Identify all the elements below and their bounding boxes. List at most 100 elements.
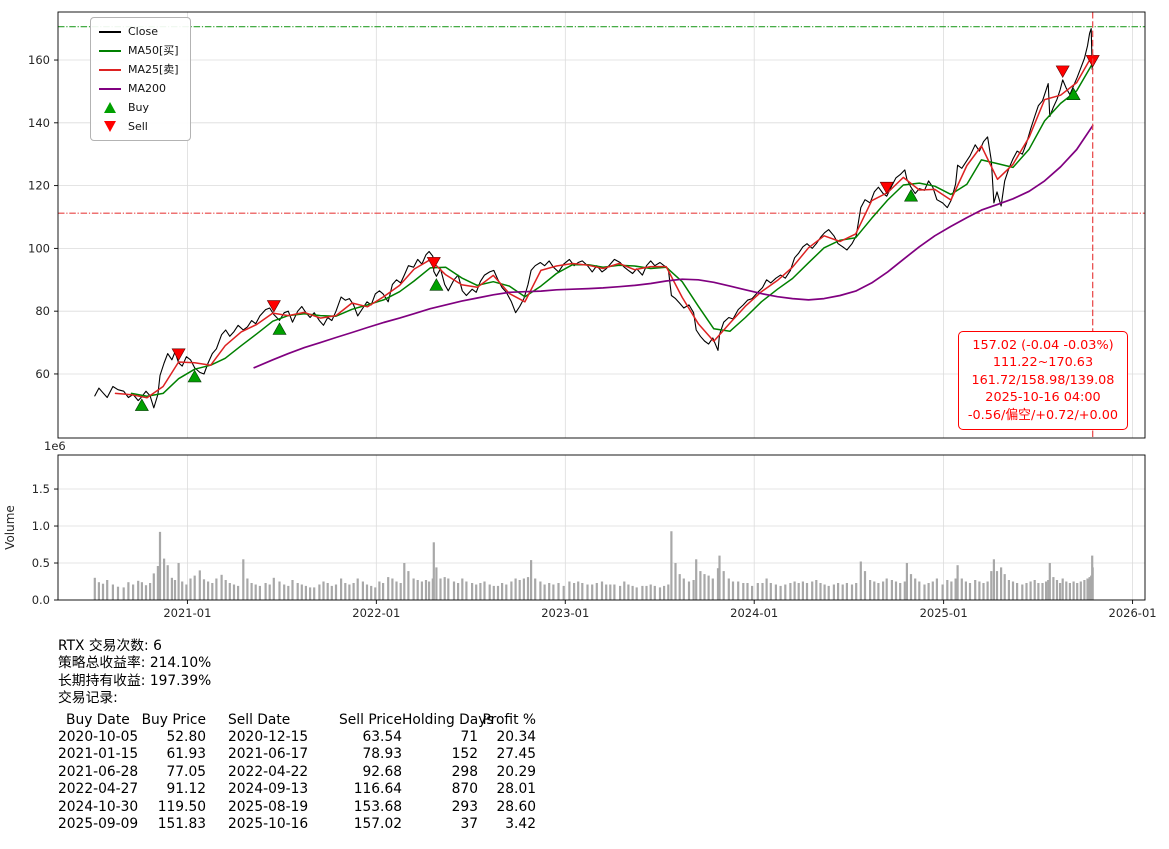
trade-cell: 2021-01-15 — [58, 746, 139, 763]
stat-buyhold-return: 长期持有收益: 197.39% — [58, 672, 212, 689]
trade-cell: 2025-08-19 — [228, 798, 309, 815]
col-header-holding-days: Holding Days — [402, 711, 494, 728]
trade-row: 2021-06-28 77.05 2022-04-22 92.68 298 20.29 — [58, 764, 536, 781]
legend-label-buy: Buy — [128, 101, 150, 114]
legend-item-sell: Sell — [99, 120, 179, 133]
stat-strategy-return: 策略总收益率: 214.10% — [58, 655, 212, 672]
trade-cell: 116.64 — [353, 781, 402, 798]
svg-text:160: 160 — [28, 53, 50, 67]
trade-row: 2024-10-30 119.50 2025-08-19 153.68 293 28.60 — [58, 799, 536, 816]
col-header-sell-date: Sell Date — [228, 711, 291, 728]
svg-text:2024-01: 2024-01 — [730, 606, 778, 620]
legend-label-ma25: MA25[卖] — [128, 63, 179, 76]
trade-cell: 157.02 — [353, 816, 402, 833]
stats-block: RTX 交易次数: 6 策略总收益率: 214.10% 长期持有收益: 197.… — [58, 638, 536, 833]
trades-header-row: Buy Date Buy Price Sell Date Sell Price … — [58, 712, 536, 729]
trade-cell: 92.68 — [362, 763, 403, 780]
trade-cell: 2025-10-16 — [228, 816, 309, 833]
trade-cell: 91.12 — [166, 781, 207, 798]
trade-cell: 20.29 — [496, 763, 537, 780]
trade-cell: 2021-06-17 — [228, 746, 309, 763]
svg-text:100: 100 — [28, 241, 50, 255]
svg-text:1.0: 1.0 — [32, 519, 50, 533]
trade-row: 2022-04-27 91.12 2024-09-13 116.64 870 28.01 — [58, 781, 536, 798]
svg-text:60: 60 — [35, 367, 50, 381]
col-header-buy-price: Buy Price — [141, 711, 206, 728]
legend-item-ma200: MA200 — [99, 82, 179, 95]
stat-trades-title: 交易记录: — [58, 690, 118, 707]
trade-cell: 2022-04-27 — [58, 781, 139, 798]
trade-cell: 2022-04-22 — [228, 763, 309, 780]
trade-row: 2025-09-09 151.83 2025-10-16 157.02 37 3.42 — [58, 816, 536, 833]
legend-item-ma25: MA25[卖] — [99, 63, 179, 76]
trade-cell: 2020-12-15 — [228, 729, 309, 746]
trade-cell: 870 — [451, 781, 478, 798]
trade-cell: 153.68 — [353, 798, 402, 815]
stat-trade-count: RTX 交易次数: 6 — [58, 638, 162, 654]
trade-cell: 78.93 — [362, 746, 403, 763]
legend-item-buy: Buy — [99, 101, 179, 114]
price-volume-chart: 60 80 100 120 140 160 0.0 0.5 1.0 1.5 2021-01 2022-… — [3, 11, 1157, 620]
sell-marker-icon — [99, 121, 121, 132]
trade-cell: 28.60 — [496, 798, 537, 815]
svg-text:2021-01: 2021-01 — [163, 606, 211, 620]
trade-cell: 27.45 — [496, 746, 537, 763]
svg-text:120: 120 — [28, 179, 50, 193]
legend-label-ma200: MA200 — [128, 82, 167, 95]
col-header-profit: Profit % — [482, 711, 536, 728]
trade-cell: 37 — [460, 816, 478, 833]
svg-text:0.5: 0.5 — [32, 556, 50, 570]
legend-item-close: Close — [99, 25, 179, 38]
svg-text:0.0: 0.0 — [32, 593, 50, 607]
chart-legend: Close MA50[买] MA25[卖] MA200 Buy Sell — [90, 17, 191, 141]
svg-text:2025-01: 2025-01 — [920, 606, 968, 620]
trade-cell: 298 — [451, 763, 478, 780]
trade-cell: 77.05 — [166, 763, 207, 780]
legend-label-close: Close — [128, 25, 158, 38]
ma50-line-icon — [99, 49, 121, 52]
col-header-buy-date: Buy Date — [66, 711, 130, 728]
svg-text:80: 80 — [35, 304, 50, 318]
trades-table: Buy Date Buy Price Sell Date Sell Price … — [58, 712, 536, 834]
svg-text:1.5: 1.5 — [32, 482, 50, 496]
trade-cell: 2021-06-28 — [58, 763, 139, 780]
trade-cell: 2024-10-30 — [58, 798, 139, 815]
trade-cell: 71 — [460, 729, 478, 746]
svg-text:1e6: 1e6 — [44, 439, 66, 453]
trade-cell: 63.54 — [362, 729, 403, 746]
col-header-sell-price: Sell Price — [339, 711, 402, 728]
trade-cell: 20.34 — [496, 729, 537, 746]
svg-text:140: 140 — [28, 116, 50, 130]
close-line-icon — [99, 30, 121, 33]
trade-cell: 3.42 — [505, 816, 536, 833]
trade-cell: 2024-09-13 — [228, 781, 309, 798]
svg-text:2023-01: 2023-01 — [541, 606, 589, 620]
trades-body: 2020-10-05 52.80 2020-12-15 63.54 71 20.34 202… — [58, 729, 536, 833]
trade-cell: 28.01 — [496, 781, 537, 798]
trade-row: 2020-10-05 52.80 2020-12-15 63.54 71 20.34 — [58, 729, 536, 746]
legend-label-ma50: MA50[买] — [128, 44, 179, 57]
annotation-timestamp: 2025-10-16 04:00 — [985, 390, 1101, 406]
annotation-ma-values: 161.72/158.98/139.08 — [971, 372, 1115, 388]
trade-cell: 2025-09-09 — [58, 816, 139, 833]
trade-cell: 52.80 — [166, 729, 207, 746]
price-annotation: 157.02 (-0.04 -0.03%) 111.22~170.63 161.… — [957, 331, 1128, 431]
trade-row: 2021-01-15 61.93 2021-06-17 78.93 152 27.45 — [58, 746, 536, 763]
trade-cell: 119.50 — [157, 798, 206, 815]
legend-label-sell: Sell — [128, 120, 148, 133]
svg-text:2022-01: 2022-01 — [352, 606, 400, 620]
buy-marker-icon — [99, 102, 121, 113]
trade-cell: 2020-10-05 — [58, 729, 139, 746]
annotation-last-price: 157.02 (-0.04 -0.03%) — [972, 338, 1114, 353]
ma25-line-icon — [99, 68, 121, 71]
annotation-bias: -0.56/偏空/+0.72/+0.00 — [967, 407, 1118, 423]
svg-text:2026-01: 2026-01 — [1109, 606, 1157, 620]
ma200-line-icon — [99, 87, 121, 90]
trade-cell: 61.93 — [166, 746, 207, 763]
trade-cell: 293 — [451, 798, 478, 815]
svg-text:Volume: Volume — [3, 505, 17, 550]
trade-cell: 151.83 — [157, 816, 206, 833]
trade-cell: 152 — [451, 746, 478, 763]
legend-item-ma50: MA50[买] — [99, 44, 179, 57]
